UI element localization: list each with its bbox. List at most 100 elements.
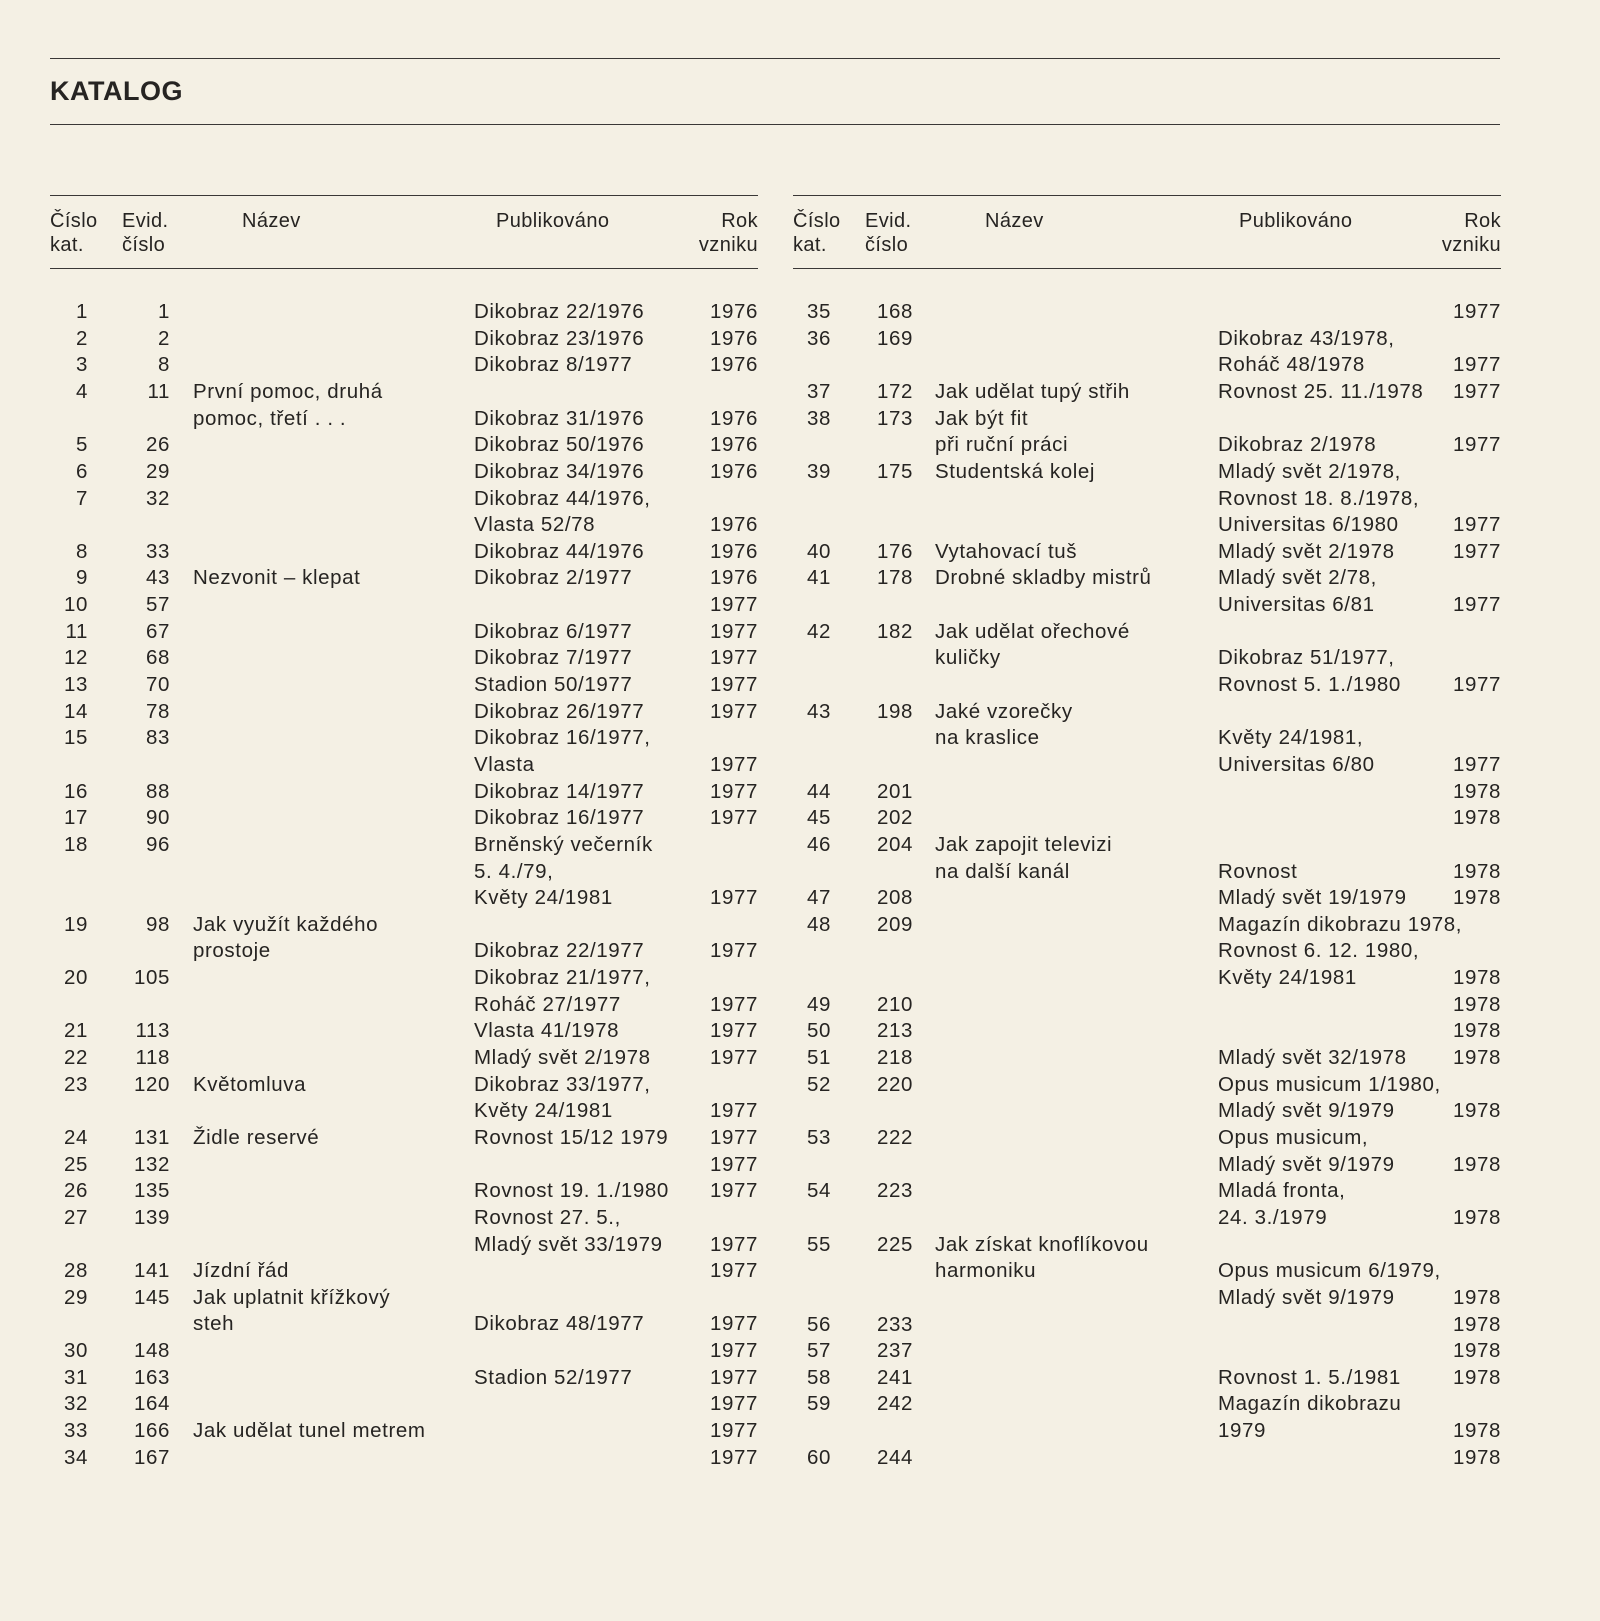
year-of-creation: 1977 bbox=[709, 1152, 758, 1176]
catalog-number: 60 bbox=[806, 1445, 831, 1469]
table-row: 29 145 Jak uplatnit křížkový steh Dikobraz 4… bbox=[50, 1285, 758, 1338]
page-heading: KATALOG bbox=[50, 76, 183, 106]
year-of-creation: 1977 bbox=[1452, 300, 1501, 323]
publication: Mladý svět 2/1978 bbox=[474, 1045, 651, 1072]
evidence-number: 70 bbox=[145, 673, 170, 696]
year-of-creation: 1976 bbox=[709, 539, 758, 563]
publication-line: Dikobraz 7/1977 bbox=[474, 646, 633, 670]
publication: Mladý svět 32/1978 bbox=[1218, 1045, 1407, 1072]
publication: Mladý svět 2/78, Universitas 6/81 bbox=[1218, 565, 1377, 618]
publication-line: Květy 24/1981 bbox=[1218, 966, 1357, 990]
year-of-creation: 1977 bbox=[1452, 593, 1501, 617]
table-row: 28 141 Jízdní řád 1977 bbox=[50, 1258, 758, 1285]
table-row: 6 29 Dikobraz 34/1976 1976 bbox=[50, 459, 758, 486]
publication-line: Universitas 6/81 bbox=[1218, 593, 1375, 617]
publication-line: Dikobraz 44/1976 bbox=[474, 539, 645, 563]
publication-line: Dikobraz 33/1977, bbox=[474, 1072, 651, 1096]
table-row: 47 208 Mladý svět 19/1979 1978 bbox=[793, 885, 1501, 912]
table-row: 23 120 Květomluva Dikobraz 33/1977, Květy 24… bbox=[50, 1072, 758, 1125]
publication: Dikobraz 22/1977 bbox=[474, 912, 644, 965]
publication-line: Opus musicum 1/1980, bbox=[1218, 1072, 1441, 1096]
year-of-creation: 1976 bbox=[709, 406, 758, 430]
publication-line: Dikobraz 34/1976 bbox=[474, 459, 645, 483]
publication-line: Dikobraz 22/1976 bbox=[474, 300, 645, 323]
title: Jak být fit při ruční práci bbox=[935, 406, 1068, 459]
table-row: 25 132 1977 bbox=[50, 1152, 758, 1179]
catalog-number: 51 bbox=[806, 1046, 831, 1070]
evidence-number: 176 bbox=[876, 539, 913, 563]
publication-line bbox=[474, 912, 644, 939]
table-row: 4 11 První pomoc, druhá pomoc, třetí . . . D… bbox=[50, 379, 758, 432]
column-header-line: Publikováno bbox=[496, 210, 610, 232]
year-of-creation: 1976 bbox=[709, 566, 758, 590]
publication-line: Vlasta 52/78 bbox=[474, 513, 596, 537]
publication-line: Roháč 48/1978 bbox=[1218, 353, 1365, 377]
title-line: na další kanál bbox=[935, 859, 1070, 883]
publication: Stadion 50/1977 bbox=[474, 672, 632, 699]
catalog-number: 11 bbox=[65, 619, 88, 643]
publication: Dikobraz 7/1977 bbox=[474, 645, 632, 672]
catalog-number: 43 bbox=[806, 699, 831, 723]
year-of-creation: 1977 bbox=[709, 673, 758, 696]
year-of-creation: 1976 bbox=[709, 300, 758, 323]
publication-line: Květy 24/1981 bbox=[474, 1099, 613, 1123]
year-of-creation: 1978 bbox=[1452, 966, 1501, 990]
column-header-line: Rok bbox=[1464, 210, 1501, 232]
publication: Dikobraz 43/1978, Roháč 48/1978 bbox=[1218, 326, 1395, 379]
catalog-number: 34 bbox=[63, 1445, 88, 1469]
year-of-creation: 1976 bbox=[709, 353, 758, 377]
publication-line: Vlasta bbox=[474, 752, 535, 776]
evidence-number: 141 bbox=[133, 1259, 170, 1283]
evidence-number: 118 bbox=[135, 1046, 170, 1070]
table-row: 14 78 Dikobraz 26/1977 1977 bbox=[50, 699, 758, 726]
publication-line: Dikobraz 51/1977, bbox=[1218, 646, 1395, 670]
table-row: 37 172 Jak udělat tupý střih Rovnost 25. 11… bbox=[793, 379, 1501, 406]
catalog-number: 54 bbox=[806, 1179, 831, 1203]
table-row: 38 173 Jak být fit při ruční práci Dikobraz … bbox=[793, 406, 1501, 459]
title-line: Jak získat knoflíkovou bbox=[935, 1232, 1149, 1256]
table-row: 48 209 Magazín dikobrazu 1978, Rovnost 6. 1… bbox=[793, 912, 1501, 992]
publication: Dikobraz 2/1978 bbox=[1218, 406, 1376, 459]
evidence-number: 173 bbox=[876, 406, 913, 430]
title-line: Jak uplatnit křížkový bbox=[193, 1285, 391, 1309]
title-line: Květomluva bbox=[193, 1072, 307, 1096]
catalog-number: 40 bbox=[806, 539, 831, 563]
catalog-number: 30 bbox=[63, 1339, 88, 1363]
table-row: 33 166 Jak udělat tunel metrem 1977 bbox=[50, 1418, 758, 1445]
evidence-number: 113 bbox=[135, 1019, 170, 1043]
evidence-number: 164 bbox=[133, 1392, 170, 1416]
evidence-number: 210 bbox=[876, 992, 913, 1016]
publication-line: Dikobraz 16/1977 bbox=[474, 806, 645, 830]
catalog-number: 44 bbox=[806, 779, 831, 803]
table-row: 22 118 Mladý svět 2/1978 1977 bbox=[50, 1045, 758, 1072]
year-of-creation: 1977 bbox=[1452, 673, 1501, 697]
evidence-number: 88 bbox=[145, 779, 170, 803]
table-body: 1 1 Dikobraz 22/1976 1976 2 2 Dikobraz 23/1976… bbox=[50, 299, 758, 1471]
publication-line: Dikobraz 16/1977, bbox=[474, 726, 651, 750]
catalog-number: 22 bbox=[63, 1046, 88, 1070]
title-line: pomoc, třetí . . . bbox=[193, 406, 347, 430]
title-line: Studentská kolej bbox=[935, 459, 1096, 483]
column-header-line: Rok bbox=[721, 210, 758, 232]
publication: Stadion 52/1977 bbox=[474, 1365, 632, 1392]
publication: Dikobraz 51/1977, Rovnost 5. 1./1980 bbox=[1218, 619, 1401, 699]
title-line: Drobné skladby mistrů bbox=[935, 566, 1152, 590]
table-row: 53 222 Opus musicum, Mladý svět 9/1979 1978 bbox=[793, 1125, 1501, 1178]
publication-line: Dikobraz 22/1977 bbox=[474, 939, 645, 963]
title-line: prostoje bbox=[193, 939, 271, 963]
publication: Rovnost 25. 11./1978 bbox=[1218, 379, 1423, 406]
column-header-line: číslo bbox=[865, 234, 909, 256]
catalog-number: 47 bbox=[806, 886, 831, 910]
column-header: Rok vzniku bbox=[1442, 209, 1501, 257]
publication: Dikobraz 50/1976 bbox=[474, 432, 644, 459]
publication-line: Dikobraz 50/1976 bbox=[474, 433, 645, 457]
title-line: Jak být fit bbox=[935, 406, 1029, 430]
publication-line: Dikobraz 14/1977 bbox=[474, 779, 645, 803]
catalog-number: 15 bbox=[63, 726, 88, 750]
evidence-number: 96 bbox=[145, 832, 170, 856]
evidence-number: 220 bbox=[876, 1072, 913, 1096]
table-row: 31 163 Stadion 52/1977 1977 bbox=[50, 1365, 758, 1392]
year-of-creation: 1978 bbox=[1452, 1099, 1501, 1123]
column-header-line: číslo bbox=[122, 234, 166, 256]
title-line: steh bbox=[193, 1312, 235, 1336]
